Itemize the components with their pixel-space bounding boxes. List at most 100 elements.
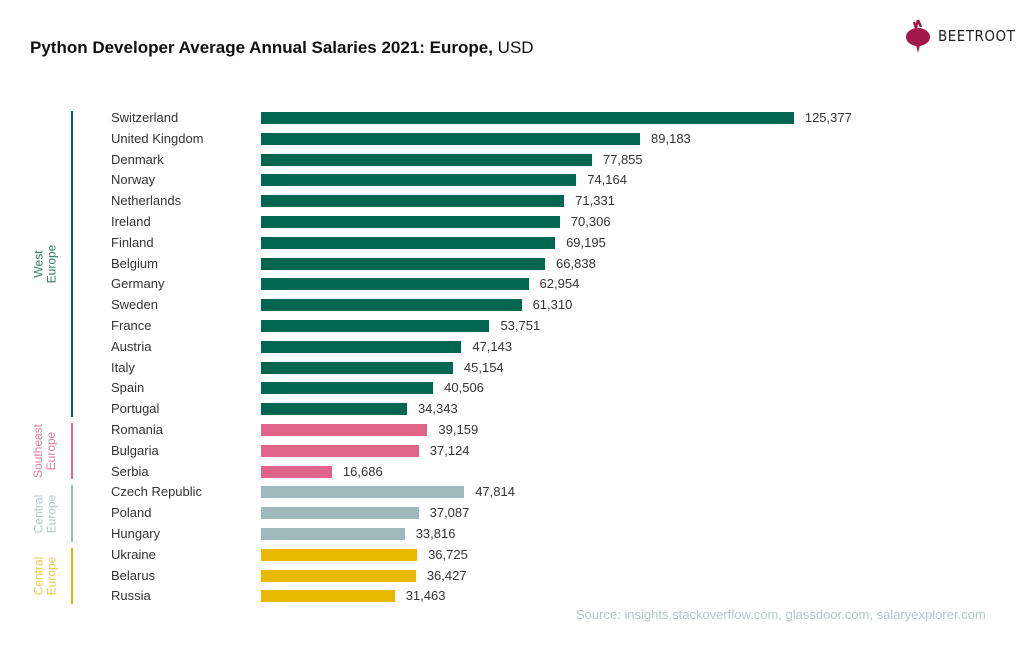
data-label: 61,310 (532, 297, 573, 313)
beetroot-logo: BEETROOT (904, 18, 1015, 54)
category-label: Ireland (111, 214, 151, 229)
bar-row: Austria 47,143 (0, 337, 1024, 357)
group-label: West Europe (30, 244, 58, 284)
bar-row: Finland 69,195 (0, 233, 1024, 253)
category-label: Ukraine (111, 546, 156, 562)
source-note: Source: insights.stackoverflow.com, glas… (576, 607, 986, 622)
category-label: Italy (111, 359, 135, 375)
bar-row: Romania 39,159 (0, 420, 1024, 440)
bar (261, 340, 462, 353)
data-label: 31,463 (405, 588, 446, 604)
bar-row: Czech Republic 47,814 (0, 482, 1024, 502)
data-label: 47,143 (472, 338, 513, 354)
bar (261, 320, 490, 332)
category-label: Belgium (111, 255, 158, 271)
data-label: 77,855 (602, 151, 643, 167)
data-label: 40,506 (444, 380, 484, 396)
bar-row: Belgium 66,838 (0, 254, 1024, 274)
category-label: Serbia (111, 463, 149, 479)
category-label: Spain (111, 380, 145, 396)
category-label: Belarus (111, 567, 156, 583)
group-bracket (71, 423, 73, 480)
logo-text: BEETROOT (938, 27, 1016, 45)
data-label: 53,751 (500, 318, 541, 333)
bar-row: Bulgaria 37,124 (0, 441, 1024, 461)
bar (261, 153, 592, 166)
category-label: Czech Republic (111, 484, 203, 500)
data-label: 37,124 (429, 442, 470, 458)
bar-row: Serbia 16,686 (0, 462, 1024, 482)
beetroot-icon (906, 19, 930, 53)
group-bracket (71, 485, 73, 542)
category-label: Romania (111, 422, 164, 437)
category-label: Germany (111, 276, 165, 292)
data-label: 34,343 (417, 401, 458, 417)
title-unit: USD (492, 38, 534, 57)
bar (261, 569, 416, 582)
title-bold: Python Developer Average Annual Salaries… (30, 38, 493, 57)
bar-row: France 53,751 (0, 316, 1024, 336)
bar-row: Portugal 34,343 (0, 399, 1024, 419)
data-label: 39,159 (438, 422, 479, 437)
category-label: Austria (111, 338, 152, 354)
bar-row: Norway 74,164 (0, 170, 1024, 190)
bar (261, 465, 332, 478)
data-label: 47,814 (475, 484, 515, 500)
bar (261, 528, 405, 540)
category-label: Hungary (111, 526, 161, 541)
bar-row: Germany 62,954 (0, 274, 1024, 294)
bar (261, 299, 522, 312)
data-label: 74,164 (587, 172, 627, 188)
bar (261, 590, 395, 603)
category-label: Netherlands (111, 193, 182, 209)
data-label: 66,838 (556, 255, 596, 271)
category-label: Bulgaria (111, 442, 159, 458)
data-label: 16,686 (342, 463, 383, 479)
data-label: 45,154 (463, 359, 504, 375)
category-label: United Kingdom (111, 130, 204, 146)
bar (261, 361, 453, 374)
data-label: 70,306 (570, 214, 611, 229)
bar (261, 382, 434, 395)
bar-row: Italy 45,154 (0, 358, 1024, 378)
bar-row: Hungary 33,816 (0, 524, 1024, 544)
category-label: Denmark (111, 151, 164, 167)
bar-row: Sweden 61,310 (0, 295, 1024, 315)
data-label: 71,331 (575, 193, 615, 209)
data-label: 36,725 (428, 546, 468, 562)
bar-row: Poland 37,087 (0, 503, 1024, 523)
bar (261, 216, 560, 228)
bar (261, 112, 794, 124)
bar (261, 236, 556, 249)
group-bracket (71, 547, 73, 605)
data-label: 89,183 (651, 130, 691, 146)
bar-row: United Kingdom 89,183 (0, 129, 1024, 149)
data-label: 33,816 (415, 526, 456, 541)
category-label: Russia (111, 588, 151, 604)
data-label: 36,427 (426, 567, 467, 583)
bar (261, 174, 577, 187)
data-label: 69,195 (566, 234, 606, 250)
data-label: 62,954 (539, 276, 580, 292)
bar (261, 424, 428, 436)
bar (261, 403, 407, 416)
data-label: 37,087 (429, 505, 470, 521)
bar (261, 444, 419, 457)
bar-row: Ireland 70,306 (0, 212, 1024, 232)
category-label: Finland (111, 234, 154, 250)
bar (261, 486, 465, 499)
bar (261, 548, 418, 561)
bar-row: Switzerland 125,377 (0, 108, 1024, 128)
bar-row: Denmark 77,855 (0, 150, 1024, 170)
data-label: 125,377 (804, 110, 852, 125)
bar (261, 132, 641, 145)
category-label: Switzerland (111, 110, 179, 125)
bar-row: Russia 31,463 (0, 586, 1024, 606)
bar (261, 507, 419, 520)
group-label: Central Europe (30, 494, 58, 533)
chart-title: Python Developer Average Annual Salaries… (30, 38, 534, 58)
bar-row: Belarus 36,427 (0, 566, 1024, 586)
bar (261, 278, 529, 291)
bar (261, 195, 565, 208)
